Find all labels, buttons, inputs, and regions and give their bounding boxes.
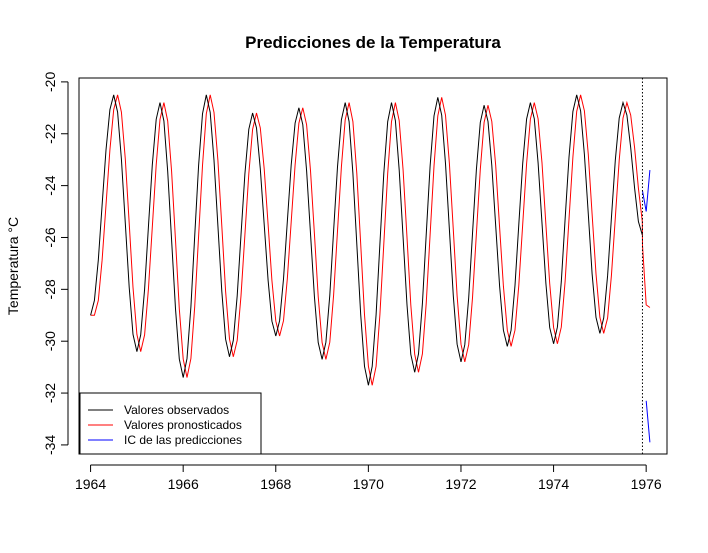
y-tick-label: -30: [42, 331, 58, 351]
x-tick-label: 1972: [445, 476, 476, 492]
series-observed-line: [90, 94, 643, 386]
legend-label: Valores observados: [124, 403, 229, 417]
y-axis: -34 -32 -30 -28 -26 -24 -22 -20: [42, 72, 69, 455]
x-axis: 1964 1966 1968 1970 1972 1974 1976: [75, 464, 662, 492]
y-tick-label: -26: [42, 227, 58, 247]
series-ci-lower-line: [645, 400, 651, 443]
y-tick-label: -32: [42, 383, 58, 403]
y-tick-label: -28: [42, 279, 58, 299]
y-axis-title: Temperatura °C: [5, 217, 21, 315]
legend-box: [79, 392, 262, 455]
chart-title: Predicciones de la Temperatura: [245, 33, 501, 52]
legend-label: Valores pronosticados: [124, 418, 242, 432]
y-tick-label: -20: [42, 72, 58, 92]
legend-label: IC de las predicciones: [124, 433, 242, 447]
x-tick-label: 1964: [75, 476, 106, 492]
x-tick-label: 1966: [168, 476, 199, 492]
series-fitted-line: [90, 94, 651, 386]
series-ci-upper-line: [642, 170, 651, 212]
plot-area-frame: [78, 77, 668, 455]
x-tick-label: 1970: [353, 476, 384, 492]
y-tick-label: -34: [42, 435, 58, 455]
plot-content: [90, 78, 651, 454]
y-tick-label: -24: [42, 175, 58, 195]
x-tick-label: 1968: [260, 476, 291, 492]
x-tick-label: 1976: [631, 476, 662, 492]
y-tick-label: -22: [42, 123, 58, 143]
x-tick-label: 1974: [538, 476, 569, 492]
